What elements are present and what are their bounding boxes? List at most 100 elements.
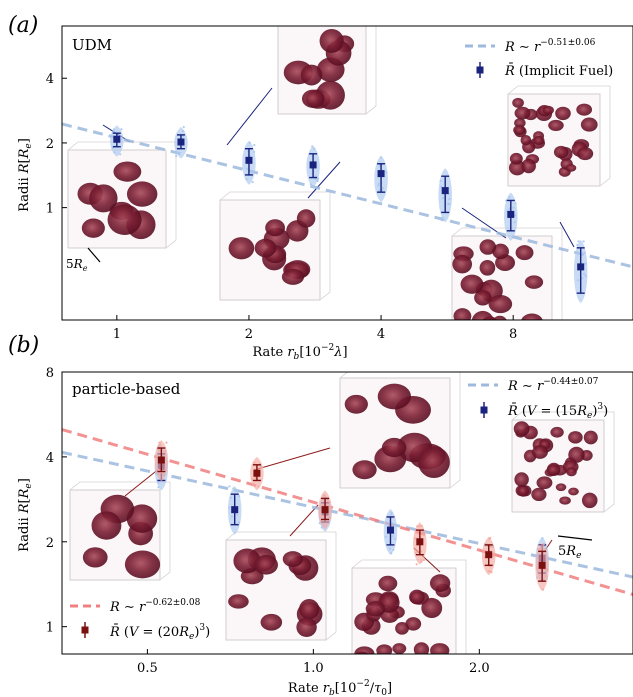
sample-point (261, 466, 264, 469)
sample-point (253, 144, 256, 147)
sample-point (245, 167, 249, 170)
sample-point (175, 151, 178, 154)
panel-b-legend-bottom: R ∼ r−0.62±0.08 R̄ (V = (20Re)3) (70, 598, 210, 642)
sample-point (490, 570, 493, 574)
sample-point (313, 147, 316, 150)
sample-point (228, 506, 231, 509)
sample-point (392, 548, 395, 552)
sample-point (378, 164, 381, 167)
sample-point (439, 179, 442, 183)
sample-point (514, 202, 517, 205)
sample-point (415, 563, 418, 566)
sample-point (584, 262, 587, 265)
sample-point (512, 206, 515, 209)
panel-b-x-axis-label: Rate rb[10−2/τ0] (288, 679, 392, 697)
sample-point (441, 196, 445, 200)
x-tick-label: 1.0 (303, 661, 324, 676)
legend-b-series-red-label: R̄ (V = (20Re)3) (109, 623, 210, 642)
cell-snapshot-image (225, 531, 337, 641)
cell-snapshot-image (339, 372, 461, 489)
sample-point (157, 468, 160, 471)
sample-point (112, 128, 116, 131)
sample-point (175, 154, 178, 157)
legend-a-series-marker (476, 66, 484, 74)
x-tick-label: 0.5 (137, 661, 158, 676)
cell-snapshot-image (351, 559, 467, 654)
sample-point (309, 183, 312, 186)
sample-point (381, 186, 385, 190)
sample-point (583, 251, 586, 254)
sample-point (513, 214, 517, 217)
sample-point (318, 522, 321, 525)
legend-b-series-blue-label: R̄ (V = (15Re)3) (507, 402, 608, 421)
mean-marker (386, 526, 394, 534)
sample-point (539, 547, 542, 550)
panel-a-y-axis-label: Radii R[Re] (17, 138, 34, 212)
panel-b-scale-bar-label: 5Re (558, 544, 581, 561)
annotation-arrow (226, 87, 273, 146)
sample-point (391, 535, 394, 538)
sample-point (165, 441, 168, 444)
sample-point (420, 524, 423, 528)
legend-b-series-red-marker (81, 626, 89, 634)
sample-point (582, 240, 585, 243)
mean-marker (416, 538, 424, 546)
sample-point (441, 216, 444, 219)
legend-a-fit-label: R ∼ r−0.51±0.06 (504, 38, 596, 55)
sample-point (536, 567, 539, 570)
y-tick-label: 1 (46, 202, 54, 217)
sample-point (576, 243, 579, 247)
sample-point (250, 477, 253, 480)
sample-point (542, 542, 546, 546)
panel-a-scale-bar: 5Re (66, 247, 101, 273)
cell-snapshot-image (277, 26, 377, 115)
sample-point (492, 554, 495, 557)
annotation-arrow (124, 467, 161, 497)
cell-snapshot-image (511, 411, 615, 513)
sample-point (542, 588, 545, 591)
sample-point (508, 196, 511, 199)
panel-b-legend-top: R ∼ r−0.44±0.07 R̄ (V = (15Re)3) (468, 377, 608, 421)
sample-point (328, 501, 331, 504)
sample-point (182, 125, 185, 129)
sample-point (393, 537, 396, 540)
sample-point (178, 151, 181, 155)
sample-point (489, 536, 492, 539)
sample-point (576, 279, 580, 282)
x-tick-label: 8 (509, 327, 517, 342)
sample-point (159, 443, 162, 446)
sample-point (119, 153, 122, 156)
sample-point (414, 537, 417, 540)
sample-point (415, 551, 418, 554)
sample-point (416, 525, 419, 528)
x-tick-label: 2.0 (469, 661, 490, 676)
sample-point (545, 575, 549, 578)
sample-point (390, 513, 393, 516)
sample-point (513, 221, 516, 224)
y-tick-label: 2 (46, 536, 54, 551)
sample-point (582, 272, 586, 275)
sample-point (238, 495, 241, 498)
mean-marker (177, 138, 185, 146)
sample-point (584, 275, 587, 278)
sample-point (232, 487, 235, 490)
annotation-arrow (559, 221, 575, 248)
sample-point (311, 145, 314, 148)
sample-point (248, 141, 251, 144)
sample-point (328, 516, 331, 520)
sample-point (385, 171, 388, 174)
y-tick-label: 8 (46, 366, 54, 381)
sample-point (577, 240, 580, 243)
x-tick-label: 1 (113, 327, 121, 342)
sample-point (378, 189, 381, 192)
sample-point (229, 496, 232, 499)
sample-point (391, 522, 394, 525)
panel-b-label: (b) (8, 333, 39, 358)
sample-point (377, 184, 380, 187)
sample-point (422, 558, 425, 562)
mean-marker (321, 506, 329, 514)
sample-point (230, 515, 234, 518)
mean-marker (113, 135, 121, 143)
mean-marker (577, 263, 585, 271)
